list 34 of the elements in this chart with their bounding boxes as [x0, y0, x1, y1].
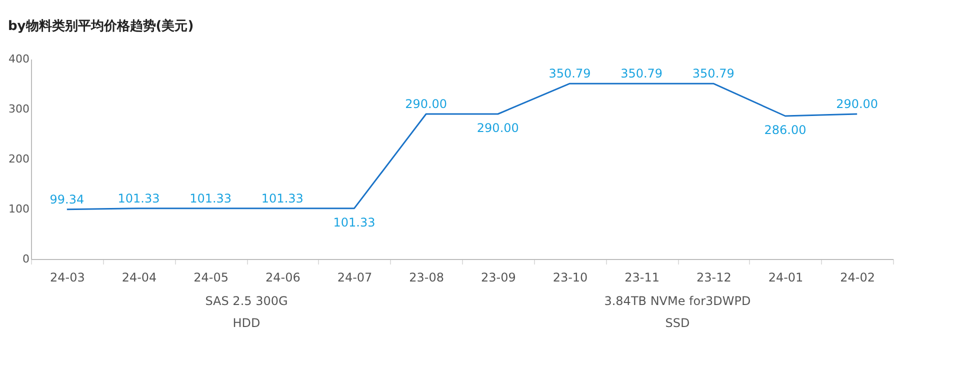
- y-tick-label: 300: [8, 102, 30, 116]
- data-label: 350.79: [548, 66, 591, 81]
- y-tick-label: 0: [22, 252, 30, 266]
- x-tick-label: 24-07: [337, 270, 372, 284]
- x-tick-label: 24-01: [768, 270, 804, 284]
- data-label: 290.00: [836, 97, 878, 111]
- data-label: 290.00: [405, 97, 448, 111]
- text: HDD: [232, 316, 260, 330]
- x-tick-label: 24-02: [840, 270, 876, 284]
- y-tick-label: 100: [8, 202, 30, 216]
- data-label: 350.79: [620, 66, 663, 81]
- text: 3.84TB NVMe for3DWPD: [604, 294, 751, 308]
- x-tick-label: 24-05: [194, 270, 229, 284]
- data-label: 286.00: [764, 123, 806, 137]
- text: SSD: [665, 316, 690, 330]
- data-label: 350.79: [692, 66, 734, 81]
- data-label: 99.34: [50, 192, 84, 206]
- data-label: 101.33: [261, 191, 304, 206]
- y-tick-label: 400: [8, 52, 30, 66]
- x-tick-label: 23-08: [409, 270, 444, 284]
- x-tick-label: 23-11: [624, 270, 660, 284]
- data-label: 290.00: [476, 121, 519, 135]
- x-tick-label: 24-04: [122, 270, 157, 284]
- chart-title: by物料类别平均价格趋势(美元): [8, 18, 194, 34]
- x-tick-label: 24-03: [50, 270, 85, 284]
- x-tick-label: 23-10: [552, 270, 588, 284]
- data-label: 101.33: [333, 215, 376, 230]
- x-tick-label: 23-12: [696, 270, 732, 284]
- data-label: 101.33: [190, 191, 232, 206]
- x-tick-label: 23-09: [480, 270, 516, 284]
- data-label: 101.33: [118, 191, 160, 206]
- x-tick-label: 24-06: [265, 270, 300, 284]
- y-tick-label: 200: [8, 152, 30, 166]
- text: SAS 2.5 300G: [205, 294, 288, 308]
